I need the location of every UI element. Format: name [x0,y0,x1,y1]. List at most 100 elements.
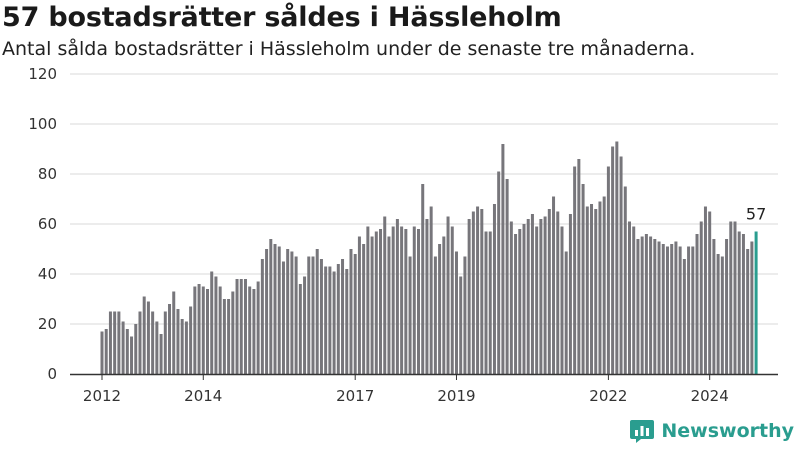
bar [281,261,285,374]
bar [180,319,184,374]
bar [159,334,163,374]
bar [235,279,239,374]
bar [602,196,606,374]
bar [273,244,277,374]
x-tick-label: 2017 [336,387,374,405]
bar [619,156,623,374]
bar [168,304,172,374]
bar [581,184,585,374]
y-tick-label: 100 [28,115,57,133]
bar [564,251,568,374]
bar [670,244,674,374]
bar [214,276,218,374]
bar [729,221,733,374]
bar [294,256,298,374]
bar [737,231,741,374]
bar [176,309,180,374]
bar [395,219,399,374]
bar [197,284,201,374]
bar [265,249,269,374]
bar [463,256,467,374]
chart-subtitle: Antal sålda bostadsrätter i Hässleholm u… [2,38,696,60]
bar [366,226,370,374]
bar [303,276,307,374]
bar [733,221,737,374]
bar [598,201,602,374]
bar [653,239,657,374]
bar [290,251,294,374]
bar [155,321,159,374]
bar [311,256,315,374]
bar [446,216,450,374]
bar [750,241,754,374]
bar [509,221,513,374]
bar [227,299,231,374]
bar [362,244,366,374]
bar [522,224,526,374]
y-tick-label: 60 [38,215,57,233]
y-tick-label: 80 [38,165,57,183]
bar [256,281,260,374]
bar [746,249,750,374]
bar [307,256,311,374]
newsworthy-brand: Newsworthy [629,418,794,444]
bar [163,311,167,374]
bar [125,329,129,374]
bar [286,249,290,374]
bar [374,231,378,374]
bar [632,226,636,374]
bar [467,219,471,374]
bar [577,159,581,374]
bar [623,186,627,374]
bar [252,289,256,374]
bar [239,279,243,374]
bar [695,234,699,374]
bar [476,206,480,374]
bar [433,256,437,374]
bar-latest [754,231,758,374]
bar [345,269,349,374]
bar [417,229,420,374]
bar [720,256,724,374]
bar [573,166,577,374]
newsworthy-logo-icon [630,420,655,443]
bar [606,166,610,374]
bar [210,271,214,374]
bar [471,211,475,374]
bar [100,331,104,374]
bar [104,329,108,374]
bar [741,234,745,374]
annotations: 57 [746,205,766,224]
bar [379,229,383,374]
bar [708,211,712,374]
bar [206,289,209,374]
x-axis [70,373,778,380]
y-axis-labels: 0 20 40 60 80 100 120 [28,65,57,383]
bar [687,246,691,374]
bar [514,234,518,374]
bar [484,231,488,374]
bar [682,259,686,374]
bar [218,286,222,374]
bar [547,209,551,374]
y-tick-label: 20 [38,315,57,333]
bar [243,279,247,374]
bar [636,239,640,374]
bar [539,219,543,374]
bar [560,226,564,374]
bar [450,226,454,374]
bars [100,141,758,374]
bar [678,246,682,374]
bar [712,239,716,374]
x-tick-label: 2019 [437,387,475,405]
bar [113,311,117,374]
bar [661,244,665,374]
bar [404,229,408,374]
bar [615,141,619,374]
bar [130,336,134,374]
x-tick-label: 2024 [691,387,729,405]
bar [501,144,505,374]
x-tick-label: 2014 [184,387,222,405]
bar [193,286,197,374]
bar [429,206,433,374]
